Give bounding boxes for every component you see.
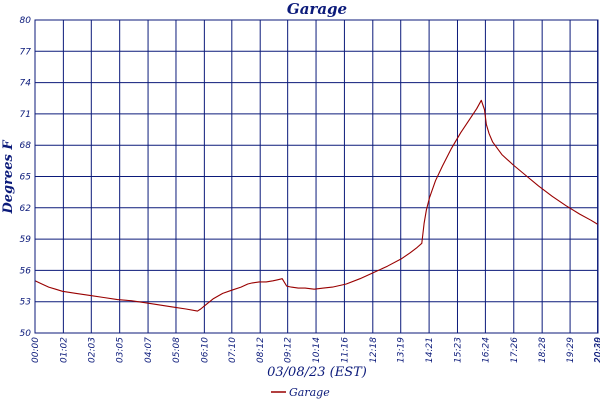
legend: Garage <box>271 386 330 399</box>
x-tick-label: 16:24 <box>481 337 491 363</box>
y-tick-label: 56 <box>20 266 32 276</box>
y-tick-label: 71 <box>20 110 31 120</box>
x-tick-label: 00:00 <box>31 337 41 363</box>
plot-frame <box>34 19 599 334</box>
y-tick-label: 68 <box>20 141 32 151</box>
x-tick-label: 20:30 <box>594 337 600 363</box>
x-tick-label: 11:16 <box>340 337 350 363</box>
x-tick-label: 20:29 <box>594 337 600 363</box>
x-tick-label: 01:02 <box>59 337 69 363</box>
x-tick-label: 14:21 <box>425 337 435 363</box>
y-tick-label: 50 <box>20 329 32 339</box>
x-tick-label: 03:05 <box>116 337 126 363</box>
x-tick-label: 06:10 <box>200 337 210 363</box>
legend-label: Garage <box>289 386 330 399</box>
series-line-0 <box>34 99 599 312</box>
x-tick-label: 15:23 <box>453 337 463 363</box>
y-tick-label: 80 <box>20 16 32 26</box>
x-tick-label: 18:28 <box>538 337 548 363</box>
y-axis-label: Degrees F <box>1 140 16 215</box>
series-layer <box>34 99 599 312</box>
x-axis-ticks: 00:00 01:02 02:03 03:05 04:07 05:08 06:10 07:10… <box>31 337 600 363</box>
x-axis-label: 03/08/23 (EST) <box>267 365 367 380</box>
x-tick-label: 04:07 <box>144 337 154 363</box>
x-tick-label: 08:12 <box>256 337 266 363</box>
y-tick-label: 53 <box>20 298 32 308</box>
y-tick-label: 65 <box>20 173 32 183</box>
y-axis-ticks: 50 53 56 59 62 65 68 71 74 77 80 <box>20 16 32 339</box>
x-tick-label: 19:29 <box>566 337 576 363</box>
x-tick-label: 10:14 <box>312 337 322 363</box>
x-tick-label: 13:19 <box>397 337 407 363</box>
y-tick-label: 59 <box>20 235 32 245</box>
x-tick-label: 12:18 <box>369 337 379 363</box>
x-tick-label: 09:12 <box>284 337 294 363</box>
chart-title: Garage <box>287 0 347 18</box>
x-tick-label: 05:08 <box>172 337 182 363</box>
x-tick-label: 02:03 <box>87 337 97 363</box>
x-tick-label: 17:26 <box>510 337 520 363</box>
x-tick-label: 07:10 <box>228 337 238 363</box>
y-tick-label: 77 <box>20 47 32 57</box>
grid <box>34 19 599 334</box>
y-tick-label: 74 <box>20 79 32 89</box>
y-tick-label: 62 <box>20 204 32 214</box>
